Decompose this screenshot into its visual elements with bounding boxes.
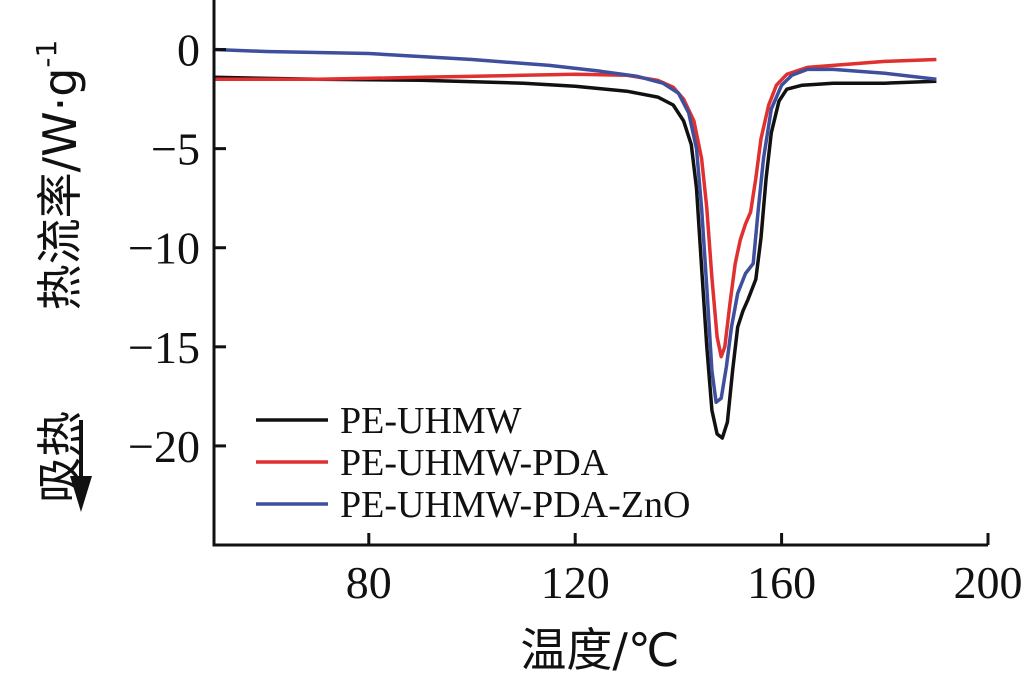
y-tick-label-2: −10 xyxy=(128,223,200,274)
axes-layer xyxy=(212,0,988,547)
series-line-1 xyxy=(214,57,937,359)
endotherm-arrow-icon xyxy=(70,420,92,512)
y-tick-label-0: 0 xyxy=(177,25,200,76)
y-tick-label-1: −5 xyxy=(151,124,200,175)
legend-label-1: PE-UHMW-PDA xyxy=(340,442,609,484)
y-tick-label-4: −20 xyxy=(128,421,200,472)
svg-text:热流率/W·g-1: 热流率/W·g-1 xyxy=(30,40,87,311)
y-tick-label-3: −15 xyxy=(128,322,200,373)
y-axis-title: 热流率/W·g xyxy=(33,68,87,311)
x-tick-label-0: 80 xyxy=(346,557,392,608)
x-tick-label-1: 120 xyxy=(541,557,610,608)
series-line-2 xyxy=(213,47,937,405)
y-axis-title-group: 热流率/W·g-1 xyxy=(30,40,87,311)
x-tick-label-3: 200 xyxy=(954,557,1023,608)
series-line-0 xyxy=(213,75,937,440)
legend-label-2: PE-UHMW-PDA-ZnO xyxy=(340,484,690,526)
x-axis-title: 温度/℃ xyxy=(520,623,679,677)
legend-label-0: PE-UHMW xyxy=(340,400,522,442)
series-layer xyxy=(213,47,937,440)
x-tick-label-2: 160 xyxy=(747,557,816,608)
ticks-layer: 80 120 160 200 0 −5 −10 −15 −20 xyxy=(128,25,1022,608)
y-axis-title-superscript: -1 xyxy=(30,40,63,68)
